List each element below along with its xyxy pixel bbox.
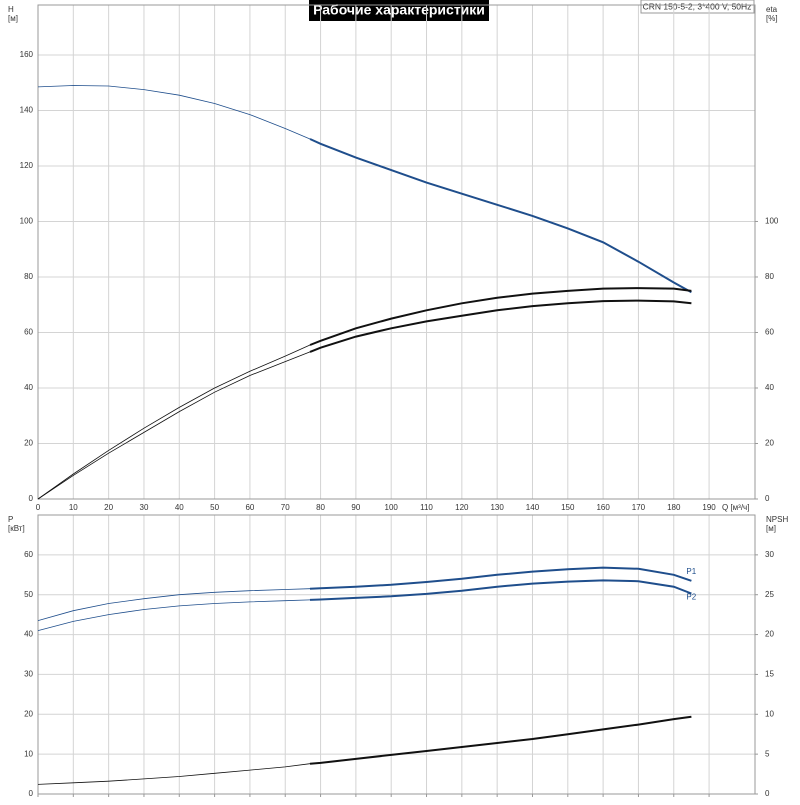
y-tick-label: 10 (24, 749, 33, 758)
y-tick-label: 40 (24, 383, 33, 392)
x-tick-label: 60 (245, 503, 254, 512)
y2-axis-label: eta (766, 5, 778, 14)
model-box (640, 0, 755, 14)
x-tick-label: 70 (281, 503, 290, 512)
x-tick-label: 140 (526, 503, 540, 512)
model-label: CRN 150-5-2, 3*400 V, 50Hz (643, 1, 752, 11)
curve (37, 763, 311, 785)
y2-tick-label: 40 (765, 383, 774, 392)
x-tick-label: 20 (104, 503, 113, 512)
y2-axis-unit: [%] (766, 14, 778, 23)
y2-tick-label: 80 (765, 272, 774, 281)
x-tick-label: 150 (561, 503, 575, 512)
x-tick-label: 50 (210, 503, 219, 512)
y-tick-label: 80 (24, 272, 33, 281)
y2-tick-label: 100 (765, 217, 779, 226)
y-axis-unit: [кВт] (8, 524, 25, 533)
x-tick-label: 80 (316, 503, 325, 512)
y2-tick-label: 15 (765, 670, 774, 679)
x-tick-label: 130 (490, 503, 504, 512)
x-tick-label: 40 (175, 503, 184, 512)
y2-tick-label: 60 (765, 328, 774, 337)
x-tick-label: 30 (140, 503, 149, 512)
x-axis-label: Q [м³/ч] (722, 503, 749, 512)
curve-operating (309, 299, 692, 353)
y-tick-label: 140 (20, 106, 34, 115)
y2-tick-label: 5 (765, 749, 770, 758)
curve-operating (309, 579, 692, 601)
y2-tick-label: 25 (765, 590, 774, 599)
y2-tick-label: 0 (765, 494, 770, 503)
x-tick-label: 160 (596, 503, 610, 512)
curve (37, 588, 311, 621)
y-axis-unit: [м] (8, 14, 18, 23)
y2-tick-label: 10 (765, 709, 774, 718)
chart-title: Рабочие характеристики (313, 2, 485, 18)
y-tick-label: 100 (20, 217, 34, 226)
y-tick-label: 120 (20, 161, 34, 170)
curve-label: P2 (686, 593, 696, 602)
x-tick-label: 0 (36, 503, 41, 512)
y-tick-label: 30 (24, 670, 33, 679)
curve (37, 351, 311, 500)
x-tick-label: 110 (420, 503, 433, 512)
y-tick-label: 20 (24, 439, 33, 448)
y-tick-label: 40 (24, 630, 33, 639)
x-tick-label: 100 (385, 503, 399, 512)
y-tick-label: 50 (24, 590, 33, 599)
curve-operating (309, 287, 692, 346)
y-axis-label: P (8, 515, 13, 524)
y-tick-label: 0 (29, 789, 34, 798)
y2-axis-label: NPSH (766, 515, 788, 524)
plot-frame (37, 514, 756, 795)
y2-tick-label: 0 (765, 789, 770, 798)
x-tick-label: 170 (632, 503, 646, 512)
curve (37, 599, 311, 631)
curve-operating (309, 566, 692, 590)
y-tick-label: 20 (24, 709, 33, 718)
curve (37, 85, 311, 140)
y-tick-label: 60 (24, 328, 33, 337)
y2-tick-label: 20 (765, 630, 774, 639)
y-tick-label: 160 (20, 50, 34, 59)
y2-axis-unit: [м] (766, 524, 776, 533)
x-tick-label: 190 (702, 503, 716, 512)
x-tick-label: 120 (455, 503, 469, 512)
x-tick-label: 10 (69, 503, 78, 512)
x-tick-label: 180 (667, 503, 681, 512)
curve-operating (309, 715, 692, 765)
curve-operating (309, 138, 692, 294)
plot-frame (37, 4, 756, 500)
x-tick-label: 90 (351, 503, 360, 512)
curve-label: P1 (686, 567, 696, 576)
curve (37, 344, 311, 500)
y-tick-label: 60 (24, 550, 33, 559)
y-axis-label: H (8, 5, 14, 14)
y-tick-label: 0 (29, 494, 34, 503)
y2-tick-label: 20 (765, 439, 774, 448)
y2-tick-label: 30 (765, 550, 774, 559)
